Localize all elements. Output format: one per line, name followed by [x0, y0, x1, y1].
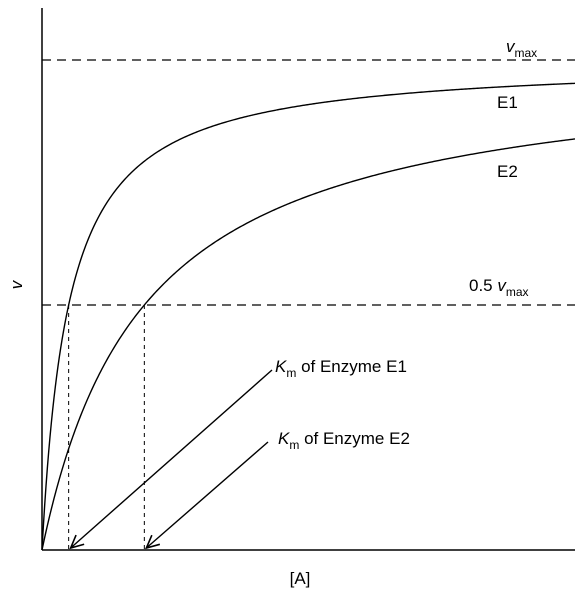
km-e2-arrowhead	[144, 534, 161, 550]
half-vmax-label: 0.5 vmax	[469, 276, 529, 299]
series-e1-curve	[41, 82, 575, 551]
km-e1-text: of Enzyme E1	[296, 357, 407, 376]
km-e2-arrow	[145, 441, 269, 549]
vmax-symbol: v	[506, 37, 516, 56]
km-e1-subscript: m	[286, 366, 296, 380]
series-e2-label: E2	[497, 162, 518, 181]
half-vmax-prefix: 0.5	[469, 276, 497, 295]
km-e2-subscript: m	[289, 438, 299, 452]
vmax-label: vmax	[506, 37, 537, 60]
half-vmax-symbol: v	[497, 276, 507, 295]
x-axis-label: [A]	[290, 569, 311, 588]
series-e1-label: E1	[497, 93, 518, 112]
km-e1-symbol: K	[275, 357, 287, 376]
series-e2-curve	[41, 138, 575, 551]
y-axis-label: v	[7, 279, 26, 289]
km-e1-arrowhead	[69, 534, 85, 550]
vmax-subscript: max	[515, 46, 538, 60]
km-e2-annotation: Km of Enzyme E2	[278, 429, 410, 452]
km-e1-annotation: Km of Enzyme E1	[275, 357, 407, 380]
km-e1-arrow	[70, 369, 273, 549]
half-vmax-subscript: max	[506, 285, 529, 299]
km-e2-text: of Enzyme E2	[299, 429, 410, 448]
km-e2-symbol: K	[278, 429, 290, 448]
